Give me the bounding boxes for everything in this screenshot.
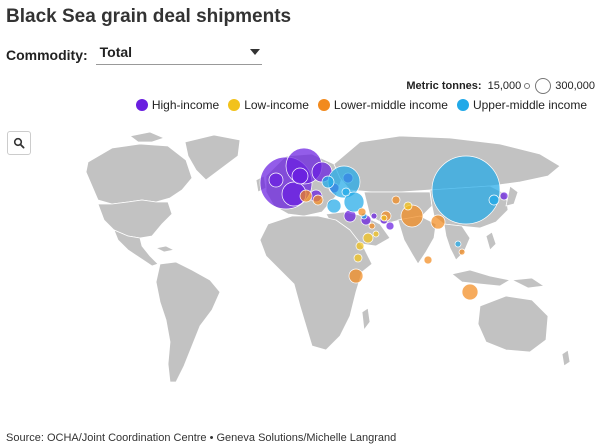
bubble-lowmid-31[interactable]	[461, 283, 479, 301]
bubble-uppmid-19[interactable]	[321, 175, 335, 189]
bubble-high-4[interactable]	[291, 167, 309, 185]
land-africa	[259, 215, 373, 351]
land-indonesia	[451, 269, 511, 287]
bubble-low-37[interactable]	[355, 241, 365, 251]
size-legend: Metric tonnes: 15,000 300,000	[406, 78, 595, 94]
land-philippines	[485, 231, 497, 251]
size-legend-min: 15,000	[487, 80, 522, 92]
bubble-uppmid-20[interactable]	[341, 187, 351, 197]
bubble-low-39[interactable]	[353, 253, 363, 263]
bubble-lowmid-27[interactable]	[357, 207, 367, 217]
legend-label-high: High-income	[151, 98, 220, 112]
land-south-america	[155, 261, 221, 383]
bubble-high-11[interactable]	[385, 221, 395, 231]
land-arctic-islands	[129, 131, 165, 143]
land-new-guinea	[511, 277, 545, 289]
bubble-high-5[interactable]	[268, 172, 284, 188]
land-india	[397, 215, 437, 265]
bubble-lowmid-29[interactable]	[312, 194, 324, 206]
legend-label-low: Low-income	[244, 98, 309, 112]
legend-swatch-lowmid	[317, 99, 330, 111]
commodity-select-value: Total	[99, 44, 133, 60]
legend-swatch-high	[135, 99, 148, 111]
land-usa	[97, 199, 173, 239]
size-legend-small-circle	[524, 83, 531, 89]
bubble-lowmid-30[interactable]	[348, 268, 364, 284]
bubble-lowmid-33[interactable]	[458, 248, 466, 256]
bubble-low-41[interactable]	[380, 214, 388, 222]
commodity-select[interactable]: Total	[95, 44, 262, 65]
legend-item-lowmid[interactable]: Lower-middle income	[317, 98, 448, 112]
bubble-lowmid-32[interactable]	[423, 255, 433, 265]
land-madagascar	[361, 307, 371, 331]
bubble-low-38[interactable]	[372, 230, 380, 238]
land-new-zealand	[561, 349, 571, 367]
bubble-low-36[interactable]	[362, 232, 374, 244]
land-mexico	[113, 229, 159, 267]
bubble-low-40[interactable]	[403, 201, 413, 211]
land-australia	[477, 295, 549, 353]
legend-swatch-uppmid	[456, 99, 469, 111]
bubble-lowmid-24[interactable]	[400, 204, 424, 228]
commodity-filter: Commodity: Total	[6, 44, 262, 65]
page-title: Black Sea grain deal shipments	[6, 6, 292, 27]
size-legend-max: 300,000	[555, 80, 595, 92]
bubble-uppmid-21[interactable]	[488, 194, 500, 206]
zoom-button[interactable]	[7, 131, 31, 155]
land-japan	[505, 185, 519, 207]
legend-item-low[interactable]: Low-income	[228, 98, 309, 112]
bubble-high-13[interactable]	[499, 191, 509, 201]
land-caribbean	[155, 245, 175, 253]
bubble-uppmid-17[interactable]	[343, 191, 365, 213]
legend-swatch-low	[228, 99, 241, 111]
color-legend: High-income Low-income Lower-middle inco…	[127, 98, 587, 112]
legend-item-uppmid[interactable]: Upper-middle income	[456, 98, 587, 112]
bubble-lowmid-35[interactable]	[368, 222, 376, 230]
legend-item-high[interactable]: High-income	[135, 98, 220, 112]
size-legend-label: Metric tonnes:	[406, 80, 482, 92]
land-greenland	[184, 134, 241, 181]
legend-label-lowmid: Lower-middle income	[333, 98, 448, 112]
source-note: Source: OCHA/Joint Coordination Centre •…	[6, 432, 397, 444]
bubble-uppmid-15[interactable]	[431, 155, 501, 225]
bubble-uppmid-22[interactable]	[454, 240, 462, 248]
chevron-down-icon	[249, 49, 260, 55]
bubble-uppmid-18[interactable]	[326, 198, 342, 214]
bubbles-layer	[259, 147, 509, 301]
land-canada	[85, 143, 193, 205]
world-map[interactable]	[0, 120, 605, 425]
size-legend-large-circle	[535, 78, 552, 94]
commodity-label: Commodity:	[6, 46, 88, 63]
search-icon	[13, 137, 25, 149]
bubble-lowmid-28[interactable]	[299, 189, 313, 203]
bubble-lowmid-34[interactable]	[391, 195, 401, 205]
bubble-high-12[interactable]	[370, 212, 378, 220]
legend-label-uppmid: Upper-middle income	[472, 98, 587, 112]
bubble-lowmid-25[interactable]	[430, 214, 446, 230]
